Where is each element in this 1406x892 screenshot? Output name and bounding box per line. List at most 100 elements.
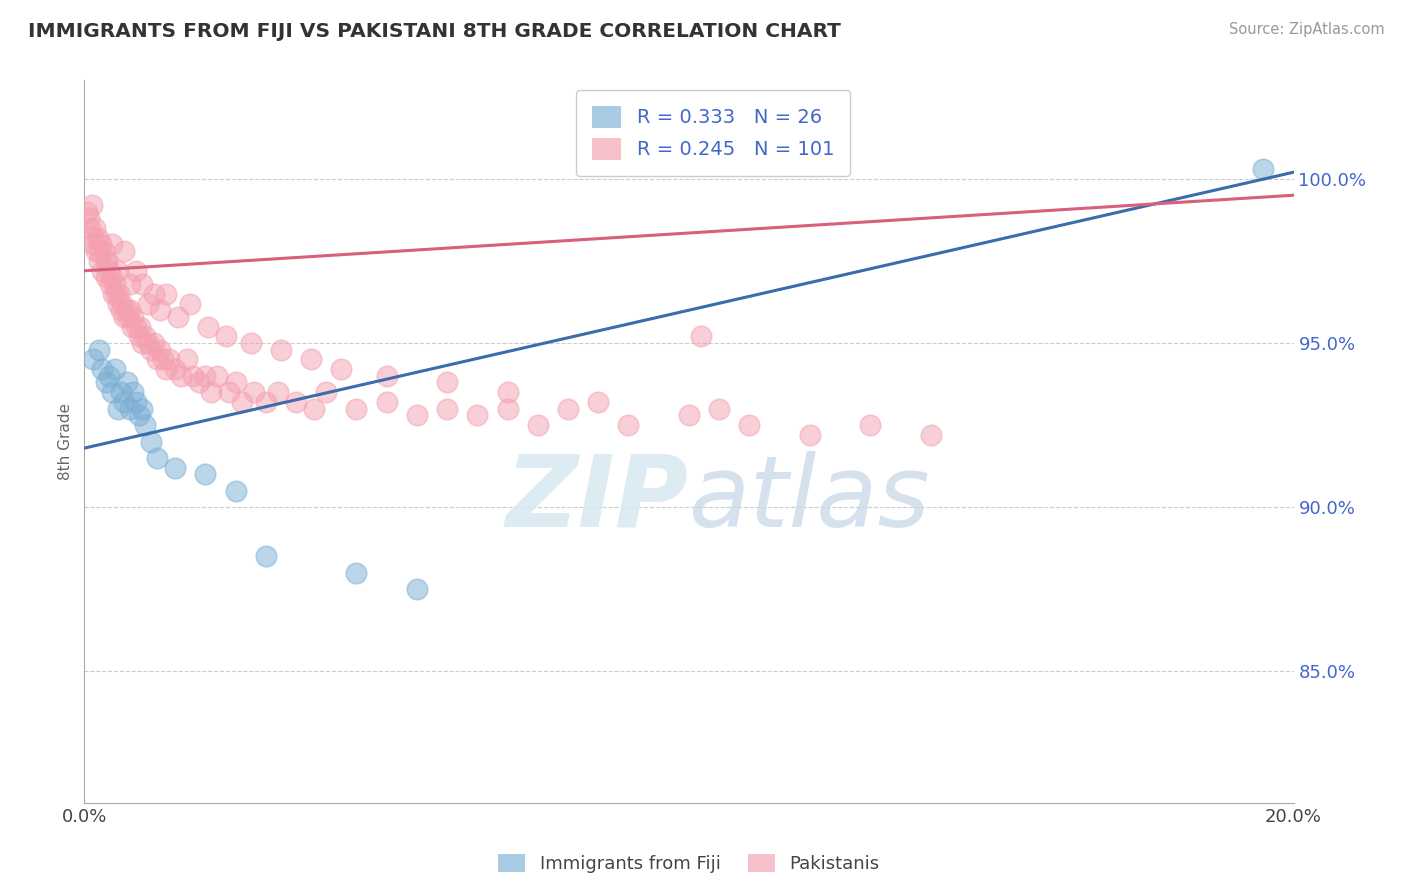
Point: [97, 264, 120, 278]
Point: [149, 303, 172, 318]
Point: [90, 237, 112, 252]
Point: [107, 296, 129, 310]
Point: [125, 395, 148, 409]
Point: [285, 395, 308, 409]
Point: [134, 418, 156, 433]
Point: [225, 483, 247, 498]
Point: [254, 549, 277, 564]
Point: [496, 385, 519, 400]
Point: [112, 395, 135, 409]
Point: [91, 362, 114, 376]
Point: [107, 264, 129, 278]
Point: [299, 352, 322, 367]
Point: [617, 418, 640, 433]
Point: [330, 362, 353, 376]
Point: [100, 237, 122, 252]
Point: [859, 418, 882, 433]
Point: [107, 401, 129, 416]
Point: [799, 428, 821, 442]
Point: [239, 336, 262, 351]
Point: [98, 277, 121, 291]
Point: [254, 395, 277, 409]
Point: [131, 277, 153, 291]
Point: [89, 244, 111, 258]
Point: [1253, 161, 1275, 176]
Point: [97, 368, 120, 383]
Point: [690, 329, 713, 343]
Point: [738, 418, 761, 433]
Point: [89, 254, 111, 268]
Point: [91, 264, 114, 278]
Point: [121, 385, 143, 400]
Point: [165, 362, 187, 376]
Point: [86, 244, 108, 258]
Point: [920, 428, 942, 442]
Point: [115, 303, 138, 318]
Point: [115, 376, 138, 390]
Point: [165, 460, 187, 475]
Point: [89, 343, 111, 357]
Point: [231, 395, 253, 409]
Point: [79, 221, 101, 235]
Point: [142, 286, 165, 301]
Point: [121, 310, 143, 324]
Point: [527, 418, 550, 433]
Point: [375, 395, 398, 409]
Point: [100, 270, 122, 285]
Point: [112, 310, 135, 324]
Point: [117, 310, 139, 324]
Point: [125, 319, 148, 334]
Point: [218, 385, 240, 400]
Point: [136, 296, 159, 310]
Point: [467, 409, 489, 423]
Text: Source: ZipAtlas.com: Source: ZipAtlas.com: [1229, 22, 1385, 37]
Point: [155, 362, 177, 376]
Point: [77, 211, 100, 226]
Point: [131, 336, 153, 351]
Point: [155, 286, 177, 301]
Point: [96, 254, 118, 268]
Point: [557, 401, 579, 416]
Point: [118, 277, 141, 291]
Point: [346, 401, 368, 416]
Point: [82, 352, 104, 367]
Point: [170, 368, 193, 383]
Legend: Immigrants from Fiji, Pakistanis: Immigrants from Fiji, Pakistanis: [491, 847, 887, 880]
Point: [194, 368, 217, 383]
Text: ZIP: ZIP: [506, 450, 689, 548]
Point: [139, 343, 162, 357]
Point: [406, 582, 429, 597]
Point: [181, 368, 204, 383]
Point: [194, 467, 217, 482]
Point: [128, 409, 150, 423]
Point: [125, 264, 148, 278]
Point: [152, 352, 174, 367]
Point: [111, 296, 134, 310]
Point: [215, 329, 238, 343]
Point: [121, 319, 143, 334]
Point: [176, 352, 198, 367]
Point: [197, 319, 219, 334]
Point: [270, 343, 292, 357]
Point: [179, 296, 201, 310]
Point: [112, 244, 135, 258]
Point: [93, 244, 115, 258]
Point: [118, 303, 141, 318]
Point: [139, 434, 162, 449]
Point: [131, 401, 153, 416]
Point: [129, 319, 152, 334]
Point: [110, 303, 132, 318]
Point: [80, 198, 103, 212]
Point: [436, 376, 458, 390]
Point: [157, 352, 180, 367]
Point: [104, 277, 127, 291]
Point: [146, 450, 169, 465]
Point: [267, 385, 290, 400]
Point: [128, 329, 150, 343]
Point: [225, 376, 247, 390]
Point: [104, 286, 127, 301]
Point: [242, 385, 264, 400]
Point: [406, 409, 429, 423]
Point: [496, 401, 519, 416]
Point: [146, 352, 169, 367]
